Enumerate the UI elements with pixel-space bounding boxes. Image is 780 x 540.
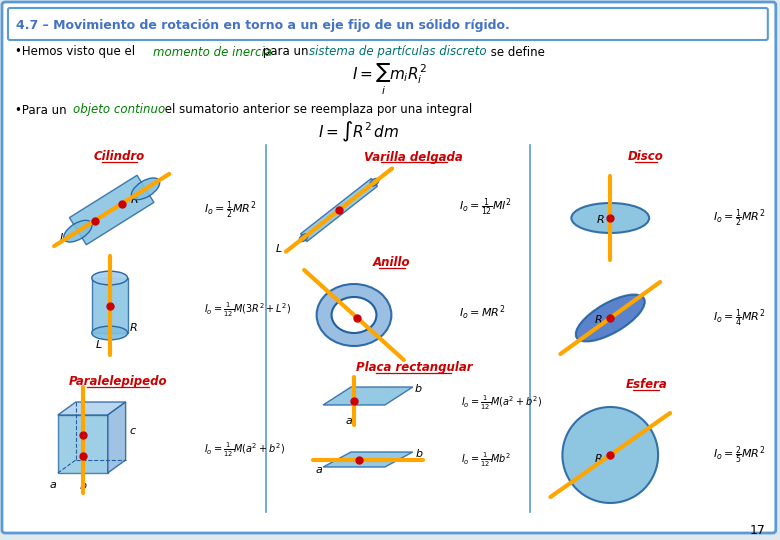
Text: b: b bbox=[80, 481, 87, 491]
Text: Disco: Disco bbox=[628, 151, 664, 164]
Ellipse shape bbox=[317, 284, 392, 346]
Polygon shape bbox=[323, 452, 413, 467]
Ellipse shape bbox=[131, 178, 160, 200]
Text: Paralelepipedo: Paralelepipedo bbox=[69, 375, 167, 388]
Text: $I_o = \frac{1}{12}M(a^2+b^2)$: $I_o = \frac{1}{12}M(a^2+b^2)$ bbox=[461, 394, 542, 412]
Polygon shape bbox=[108, 402, 126, 473]
Text: $I_o = \frac{1}{12}Ml^2$: $I_o = \frac{1}{12}Ml^2$ bbox=[459, 196, 512, 218]
Text: •Hemos visto que el: •Hemos visto que el bbox=[15, 45, 139, 58]
Text: $I_o = \frac{1}{2}MR^2$: $I_o = \frac{1}{2}MR^2$ bbox=[204, 199, 257, 221]
Text: para un: para un bbox=[259, 45, 313, 58]
Ellipse shape bbox=[370, 178, 379, 186]
Text: 4.7 – Movimiento de rotación en torno a un eje fijo de un sólido rígido.: 4.7 – Movimiento de rotación en torno a … bbox=[16, 18, 509, 31]
Text: a: a bbox=[315, 465, 322, 475]
Text: $I_o = \frac{1}{12}Mb^2$: $I_o = \frac{1}{12}Mb^2$ bbox=[461, 451, 511, 469]
Text: L: L bbox=[59, 233, 66, 243]
Text: b: b bbox=[416, 449, 423, 459]
Text: $I_o = \frac{1}{4}MR^2$: $I_o = \frac{1}{4}MR^2$ bbox=[713, 307, 765, 329]
FancyBboxPatch shape bbox=[8, 8, 768, 40]
Polygon shape bbox=[58, 402, 126, 415]
Text: $I_o = MR^2$: $I_o = MR^2$ bbox=[459, 304, 505, 322]
Polygon shape bbox=[300, 178, 378, 241]
Text: $I = \sum_i m_i R_i^2$: $I = \sum_i m_i R_i^2$ bbox=[352, 63, 427, 97]
FancyBboxPatch shape bbox=[2, 2, 776, 533]
Text: momento de inercia: momento de inercia bbox=[153, 45, 271, 58]
Text: $I_o = \frac{1}{12}M(a^2+b^2)$: $I_o = \frac{1}{12}M(a^2+b^2)$ bbox=[204, 441, 285, 459]
Text: R: R bbox=[129, 323, 137, 333]
Ellipse shape bbox=[576, 294, 645, 341]
Polygon shape bbox=[69, 176, 154, 245]
Text: Placa rectangular: Placa rectangular bbox=[356, 361, 472, 375]
Text: R: R bbox=[130, 195, 138, 205]
Text: objeto continuo: objeto continuo bbox=[73, 104, 165, 117]
Text: Cilindro: Cilindro bbox=[94, 151, 145, 164]
Text: sistema de partículas discreto: sistema de partículas discreto bbox=[309, 45, 487, 58]
Text: R: R bbox=[594, 454, 602, 464]
Ellipse shape bbox=[64, 220, 92, 242]
Text: $I_o = \frac{1}{2}MR^2$: $I_o = \frac{1}{2}MR^2$ bbox=[713, 207, 765, 229]
Text: $I = \int R^2\,dm$: $I = \int R^2\,dm$ bbox=[318, 120, 399, 144]
Ellipse shape bbox=[332, 297, 377, 333]
Text: R: R bbox=[596, 215, 604, 225]
Text: a: a bbox=[346, 416, 353, 426]
Ellipse shape bbox=[300, 234, 308, 241]
Text: $I_o = \frac{1}{12}M(3R^2 + L^2)$: $I_o = \frac{1}{12}M(3R^2 + L^2)$ bbox=[204, 301, 292, 319]
Ellipse shape bbox=[572, 203, 649, 233]
Text: b: b bbox=[415, 384, 422, 394]
Text: R: R bbox=[594, 315, 602, 325]
Text: Varilla delgada: Varilla delgada bbox=[364, 151, 463, 164]
Text: a: a bbox=[50, 480, 57, 490]
Ellipse shape bbox=[92, 326, 128, 340]
Text: L: L bbox=[276, 244, 282, 254]
Polygon shape bbox=[58, 415, 108, 473]
Text: Anillo: Anillo bbox=[373, 256, 411, 269]
Polygon shape bbox=[92, 278, 128, 333]
Text: c: c bbox=[129, 426, 136, 436]
Text: $I_o = \frac{2}{5}MR^2$: $I_o = \frac{2}{5}MR^2$ bbox=[713, 444, 765, 465]
Text: 17: 17 bbox=[750, 523, 766, 537]
Circle shape bbox=[562, 407, 658, 503]
Polygon shape bbox=[323, 387, 413, 405]
Text: •Para un: •Para un bbox=[15, 104, 70, 117]
Text: se define: se define bbox=[487, 45, 544, 58]
Text: el sumatorio anterior se reemplaza por una integral: el sumatorio anterior se reemplaza por u… bbox=[161, 104, 472, 117]
Ellipse shape bbox=[92, 271, 128, 285]
Text: R: R bbox=[359, 305, 367, 315]
Text: L: L bbox=[96, 340, 102, 350]
Text: Esfera: Esfera bbox=[626, 379, 667, 392]
